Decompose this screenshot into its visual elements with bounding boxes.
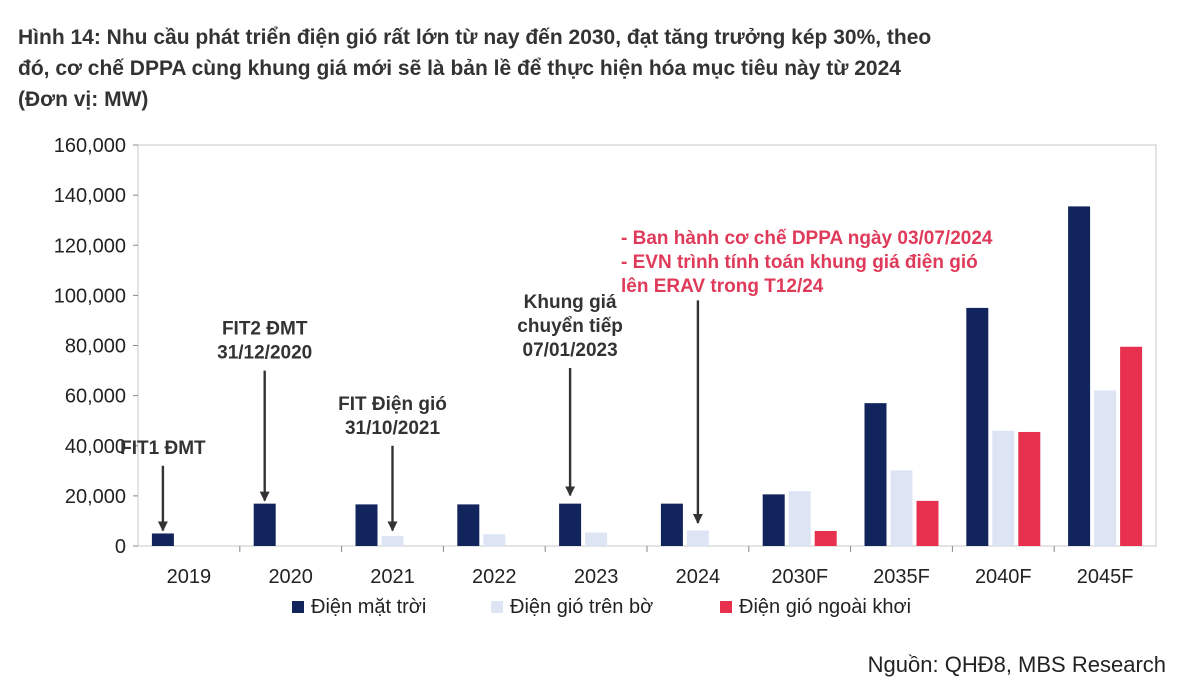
- bar-solar-2021: [355, 504, 378, 546]
- x-tick-label: 2020: [268, 566, 313, 588]
- bar-wind-onshore-2023: [585, 532, 608, 546]
- bar-wind-onshore-2022: [483, 534, 506, 546]
- x-tick-label: 2040F: [975, 566, 1032, 588]
- legend-label-2: Điện gió ngoài khơi: [739, 596, 911, 618]
- x-tick-label: 2022: [472, 566, 517, 588]
- bar-wind-onshore-2024: [686, 530, 709, 546]
- x-tick-label: 2021: [370, 566, 415, 588]
- annotation-text-1-line-0: FIT2 ĐMT: [222, 319, 308, 340]
- bar-wind-offshore-2030f: [814, 530, 837, 546]
- y-tick-label: 160,000: [54, 135, 126, 157]
- bar-wind-onshore-2030f: [788, 491, 811, 546]
- legend-swatch-2: [720, 601, 732, 613]
- bar-wind-onshore-2040f: [992, 430, 1015, 546]
- x-tick-label: 2030F: [771, 566, 828, 588]
- y-tick-label: 0: [115, 536, 126, 558]
- legend-swatch-1: [491, 601, 503, 613]
- bar-wind-offshore-2040f: [1018, 431, 1041, 546]
- bar-wind-offshore-2045f: [1120, 346, 1143, 546]
- title-line-1: Hình 14: Nhu cầu phát triển điện gió rất…: [18, 26, 932, 49]
- bar-solar-2030f: [762, 494, 785, 546]
- y-tick-label: 20,000: [65, 486, 126, 508]
- source-note: Nguồn: QHĐ8, MBS Research: [867, 652, 1166, 677]
- title-line-3: (Đơn vị: MW): [18, 88, 149, 111]
- bar-solar-2020: [253, 503, 276, 546]
- bar-wind-offshore-2035f: [916, 500, 939, 546]
- x-tick-label: 2023: [574, 566, 619, 588]
- annotation-text-3-line-2: 07/01/2023: [523, 340, 618, 361]
- chart-title: Hình 14: Nhu cầu phát triển điện gió rất…: [18, 22, 1178, 115]
- annotation-text-4-line-2: lên ERAV trong T12/24: [621, 276, 824, 297]
- annotation-text-3-line-1: chuyển tiếp: [517, 316, 623, 337]
- bar-solar-2045f: [1068, 206, 1091, 546]
- y-tick-label: 80,000: [65, 336, 126, 358]
- bar-solar-2035f: [864, 403, 887, 546]
- title-line-2: đó, cơ chế DPPA cùng khung giá mới sẽ là…: [18, 57, 901, 80]
- annotation-text-1-line-1: 31/12/2020: [217, 343, 312, 364]
- y-tick-label: 100,000: [54, 285, 126, 307]
- bar-wind-onshore-2035f: [890, 470, 913, 546]
- legend-swatch-0: [292, 601, 304, 613]
- y-tick-label: 120,000: [54, 235, 126, 257]
- bar-solar-2022: [457, 504, 480, 546]
- bar-wind-onshore-2045f: [1094, 390, 1117, 546]
- annotation-text-2-line-0: FIT Điện gió: [338, 394, 447, 415]
- annotation-text-2-line-1: 31/10/2021: [345, 418, 441, 439]
- bar-solar-2040f: [966, 307, 989, 546]
- x-tick-label: 2024: [676, 566, 721, 588]
- bar-wind-onshore-2021: [381, 535, 404, 546]
- x-tick-label: 2035F: [873, 566, 930, 588]
- x-tick-label: 2019: [167, 566, 212, 588]
- annotation-text-3-line-0: Khung giá: [524, 292, 617, 313]
- bar-solar-2024: [660, 503, 683, 546]
- y-tick-label: 40,000: [65, 436, 126, 458]
- bar-solar-2019: [151, 533, 174, 546]
- legend-label-1: Điện gió trên bờ: [510, 596, 653, 618]
- y-tick-label: 60,000: [65, 386, 126, 408]
- legend-label-0: Điện mặt trời: [311, 596, 426, 618]
- annotation-text-4-line-0: - Ban hành cơ chế DPPA ngày 03/07/2024: [621, 228, 993, 249]
- x-tick-label: 2045F: [1077, 566, 1134, 588]
- bar-solar-2023: [559, 503, 582, 546]
- annotation-text-4-line-1: - EVN trình tính toán khung giá điện gió: [621, 252, 978, 273]
- y-tick-label: 140,000: [54, 185, 126, 207]
- annotation-text-0-line-0: FIT1 ĐMT: [120, 438, 206, 459]
